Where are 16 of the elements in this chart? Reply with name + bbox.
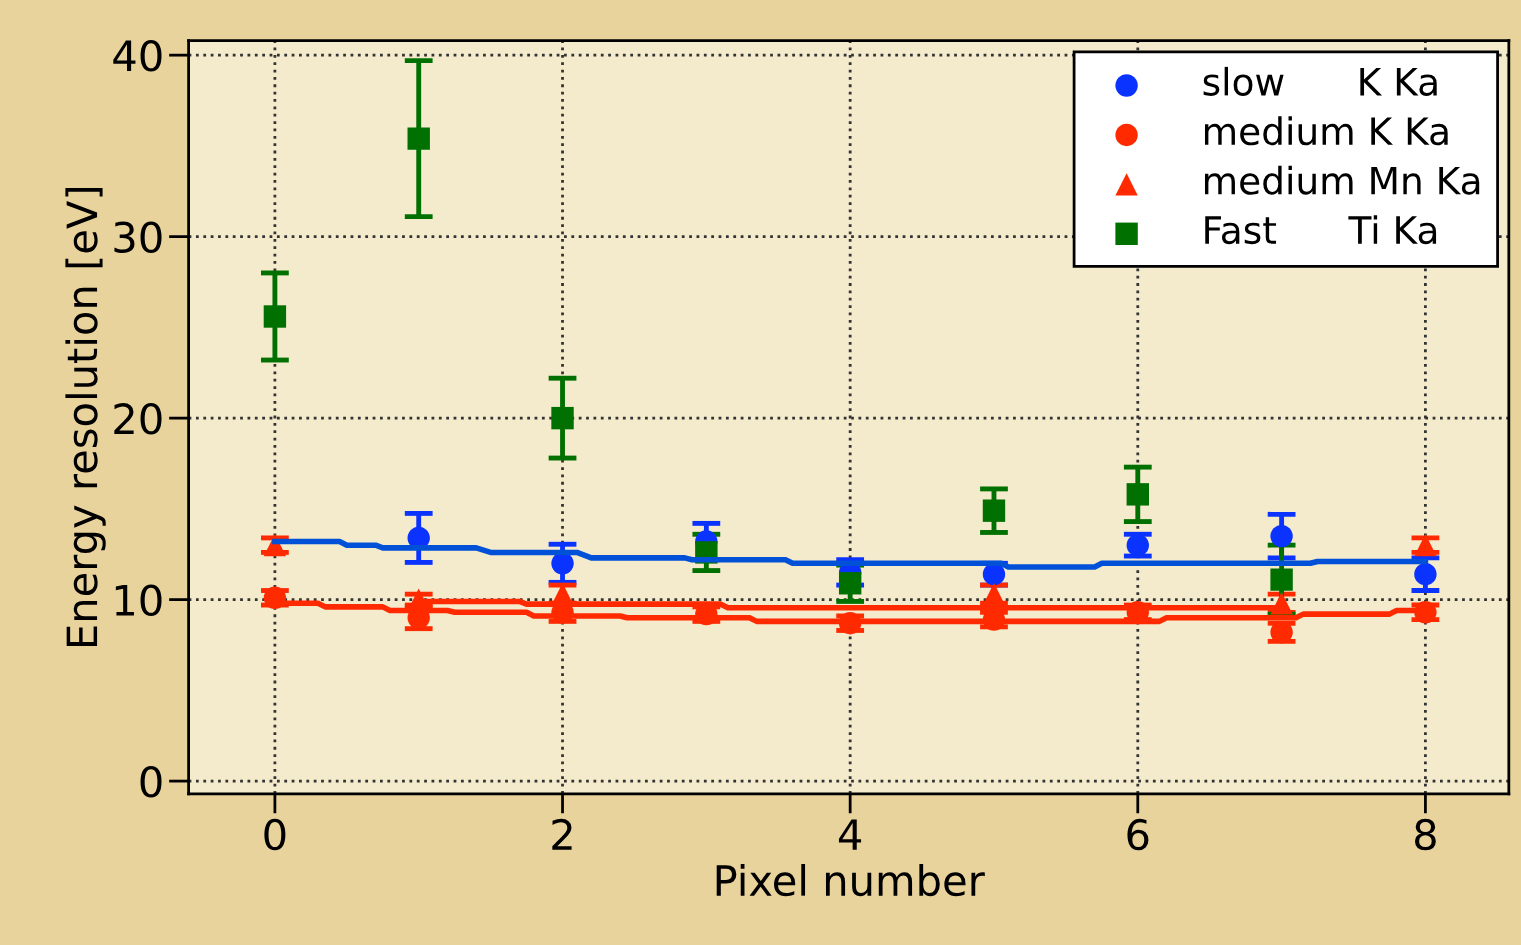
y-tick-label: 10 (115, 584, 162, 617)
legend-label: Fast Ti Ka (1205, 215, 1437, 245)
x-tick-label: 0 (264, 818, 286, 851)
x-axis-title: Pixel number (716, 863, 985, 897)
legend-label: medium Mn Ka (1204, 165, 1480, 195)
legend-label: medium K Ka (1204, 116, 1448, 146)
y-tick-label: 20 (114, 403, 162, 435)
y-tick-label: 40 (113, 40, 162, 72)
y-axis-title: Energy resolution [eV] (65, 187, 106, 647)
y-tick-label: 30 (114, 221, 162, 254)
legend-label: slow K Ka (1203, 66, 1437, 96)
x-tick-label: 6 (1127, 818, 1149, 851)
y-tick-label: 0 (140, 766, 162, 798)
x-tick-label: 4 (838, 819, 862, 850)
x-tick-label: 8 (1414, 818, 1436, 851)
x-tick-label: 2 (552, 818, 572, 850)
